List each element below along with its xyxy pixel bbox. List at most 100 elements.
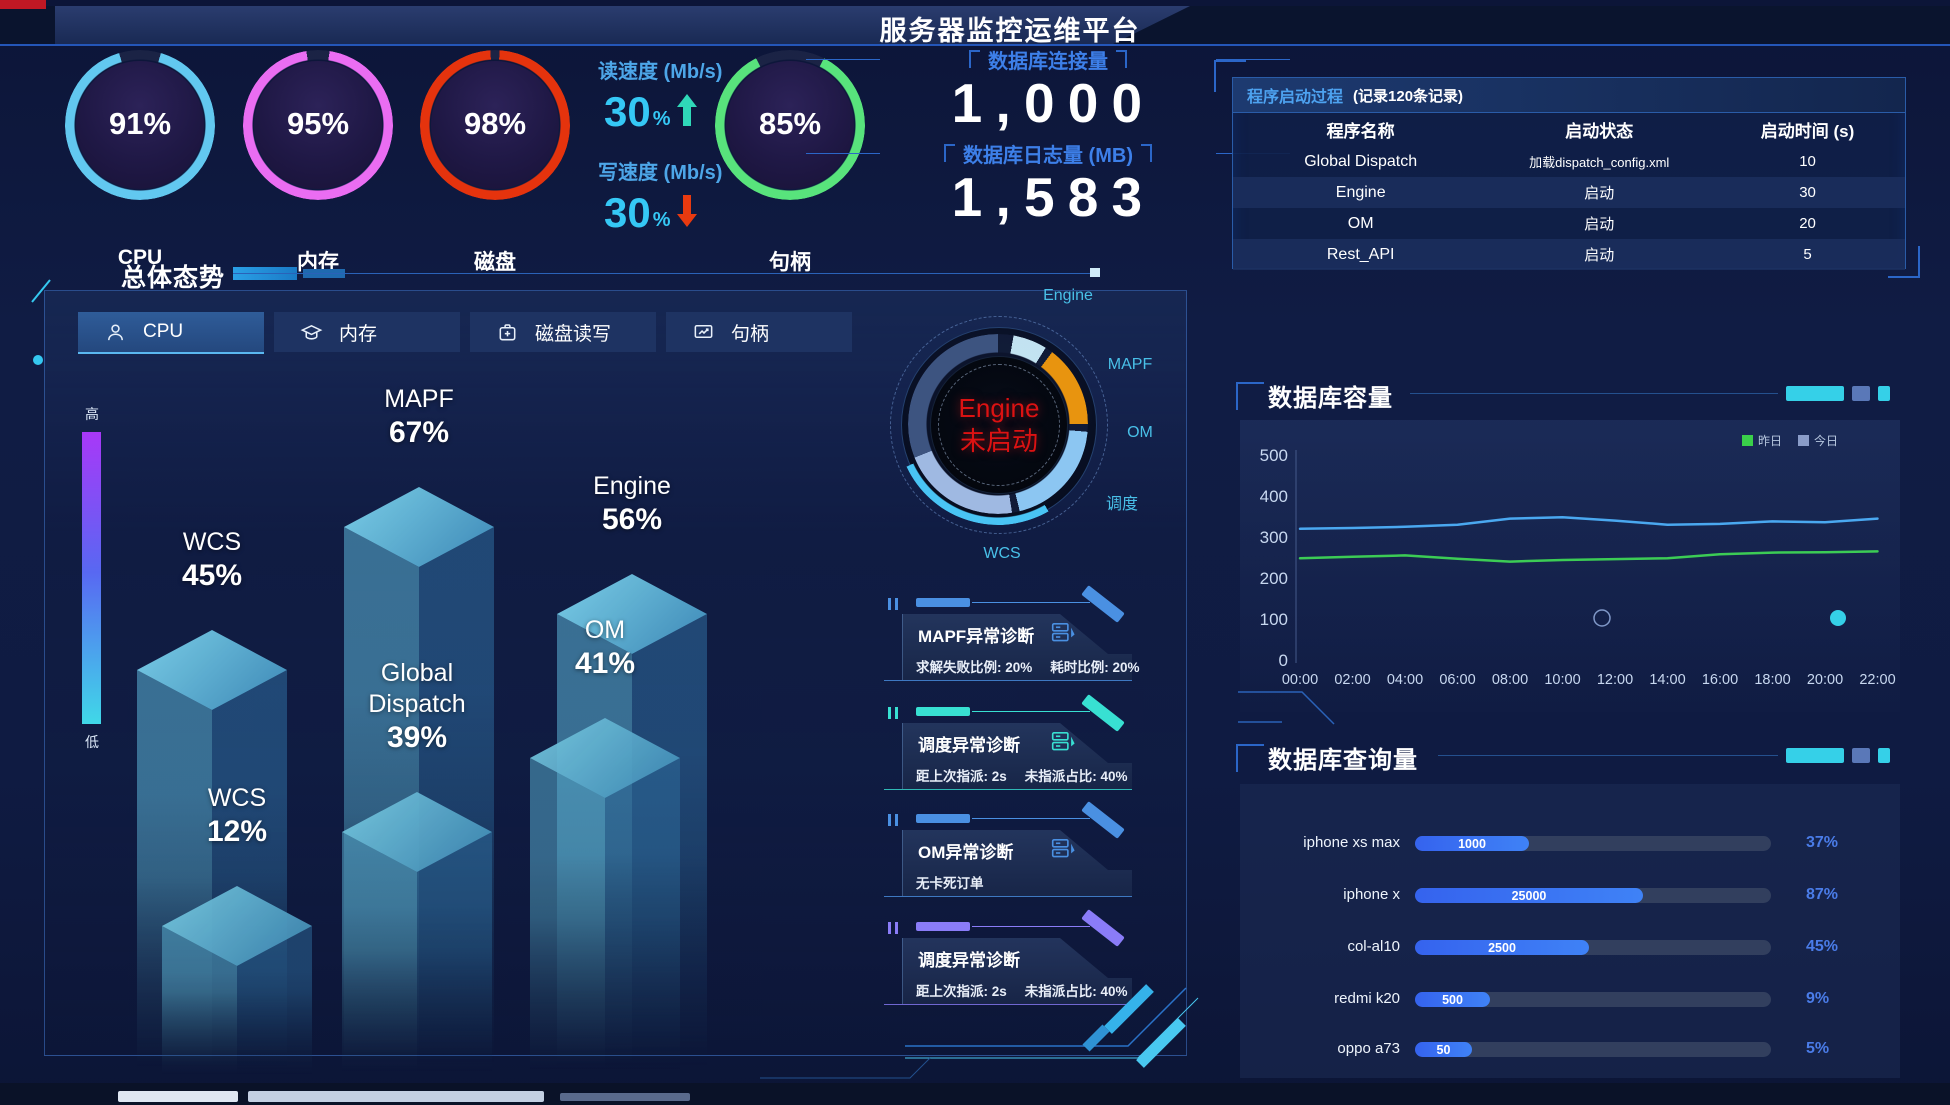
decor-ticks: [888, 814, 898, 826]
diagnostic-stat: 距上次指派: 2s: [916, 769, 1007, 784]
svg-text:0: 0: [1279, 651, 1288, 670]
startup-status-cell: 启动: [1584, 216, 1615, 233]
tab-CPU[interactable]: CPU: [78, 312, 264, 352]
header-corner-accent: [0, 0, 46, 9]
startup-process-panel: 程序启动过程 (记录120条记录) 程序名称 启动状态 启动时间 (s) Global…: [1232, 77, 1906, 270]
decor-line: [1216, 59, 1290, 60]
bracket-right-icon: [1116, 50, 1127, 68]
db-log-value: 1,583: [951, 166, 1156, 228]
tab-磁盘读写[interactable]: 磁盘读写: [470, 312, 656, 352]
svg-text:10:00: 10:00: [1544, 672, 1580, 688]
diagnostic-stats: 距上次指派: 2s 未指派占比: 40%: [916, 980, 1128, 1000]
gauge-inner-disc: [726, 61, 854, 189]
decor-pill: [1878, 386, 1890, 401]
legend-item-今日[interactable]: 今日: [1798, 432, 1838, 449]
svg-text:14:00: 14:00: [1649, 672, 1685, 688]
ring-label-WCS: WCS: [983, 545, 1021, 562]
decor-tick: [888, 598, 891, 610]
db-capacity-chart-bg: [1240, 420, 1900, 712]
write-speed-value: 30: [604, 189, 651, 236]
bar-category-label: Engine: [593, 472, 671, 500]
diagnostic-stats: 求解失败比例: 20% 耗时比例: 20%: [916, 656, 1140, 676]
query-bar-value: 25000: [1511, 888, 1547, 903]
program-name-cell: Global Dispatch: [1304, 152, 1418, 170]
page-title: 服务器监控运维平台: [879, 16, 1141, 46]
decor-bottom-line: [884, 680, 1132, 681]
legend-label: 今日: [1814, 434, 1839, 448]
gauge-inner-disc: [431, 61, 559, 189]
db-connections-label: 数据库连接量: [988, 50, 1108, 73]
query-bar-track: 25000: [1415, 888, 1771, 903]
query-percent-label: 9%: [1806, 990, 1830, 1007]
read-speed-label: 读速度 (Mb/s): [598, 61, 723, 83]
server-icon: [1051, 731, 1075, 751]
tab-内存[interactable]: 内存: [274, 312, 460, 352]
bracket-right-icon: [1140, 144, 1152, 162]
db-query-panel-bg: [1240, 784, 1900, 1078]
decor-pill: [1852, 748, 1870, 763]
startup-time-cell: 20: [1799, 215, 1816, 232]
svg-text:04:00: 04:00: [1387, 672, 1423, 688]
diagnostic-title: 调度异常诊断: [918, 736, 1020, 755]
diagnostic-title: MAPF异常诊断: [918, 627, 1035, 646]
db-capacity-line-chart: 0 100 200 300 400 500 00:00 02:00 04:00 06:00 08:0…: [1260, 446, 1896, 688]
bar-value-label: 41%: [574, 647, 636, 680]
bracket-left-icon: [969, 50, 980, 68]
diagnostic-stat: 无卡死订单: [916, 876, 984, 891]
diagnostic-title: OM异常诊断: [918, 843, 1014, 862]
tab-句柄[interactable]: 句柄: [666, 312, 852, 352]
read-speed-value: 30: [604, 88, 651, 135]
decor-line: [972, 602, 1090, 603]
column-header: 启动状态: [1565, 122, 1634, 141]
bar-value-label: 39%: [386, 721, 448, 754]
query-percent-label: 87%: [1806, 886, 1839, 903]
diagnostic-stat: 未指派占比: 40%: [1024, 769, 1128, 784]
gauge-value: 85%: [758, 106, 822, 141]
disk-icon: [499, 323, 516, 340]
column-header: 程序名称: [1326, 122, 1395, 141]
cap-icon: [300, 324, 323, 340]
gauge-value: 98%: [463, 106, 527, 141]
bar-label-Global-Dispatch: Global Dispatch 39%: [307, 654, 527, 756]
bar-label-WCS: WCS 12%: [127, 779, 347, 850]
gauge-label: 磁盘: [474, 251, 516, 274]
legend-swatch: [1798, 435, 1810, 446]
legend-swatch: [1742, 435, 1753, 446]
decor-pill: [1786, 748, 1844, 763]
arrow-up-icon: [676, 94, 697, 126]
legend-item-昨日[interactable]: 昨日: [1742, 432, 1782, 449]
title-decoration-endcap: [1090, 268, 1100, 277]
query-bar-track: 2500: [1415, 940, 1771, 955]
scale-gradient-bar: [82, 432, 101, 724]
diagnostic-stat: 未指派占比: 40%: [1024, 984, 1128, 999]
gauge-inner-disc: [254, 61, 382, 189]
server-icon: [1051, 838, 1075, 858]
query-device-label: oppo a73: [1337, 1040, 1400, 1057]
status-ring-inner-dashed: [938, 364, 1060, 486]
bar-category-label: WCS: [207, 784, 267, 812]
legend-label: 昨日: [1758, 434, 1783, 448]
diagnostic-stat: 求解失败比例: 20%: [916, 660, 1033, 675]
program-name-cell: OM: [1347, 214, 1374, 232]
gauge-磁盘: 98% 磁盘: [420, 50, 570, 280]
decor-bottom-line: [884, 789, 1132, 790]
svg-text:02:00: 02:00: [1334, 672, 1370, 688]
gauge-内存: 95% 内存: [243, 50, 393, 280]
bracket-left-icon: [944, 144, 955, 162]
bar-category-label: WCS: [182, 528, 242, 556]
bar-label-MAPF: MAPF 67%: [309, 380, 529, 451]
db-log-label: 数据库日志量 (MB): [963, 144, 1133, 167]
decor-line: [972, 711, 1090, 712]
read-speed-unit: %: [652, 108, 671, 130]
diagnostic-stat: 耗时比例: 20%: [1050, 660, 1140, 675]
person-icon: [108, 323, 123, 340]
program-name-cell: Rest_API: [1326, 245, 1395, 263]
diagnostic-stat: 距上次指派: 2s: [916, 984, 1007, 999]
decor-tick: [895, 814, 898, 826]
gauge-label: 句柄: [769, 251, 811, 274]
decor-ticks: [888, 598, 898, 610]
status-ring-dashed-circle: [890, 316, 1108, 534]
startup-table: 程序名称 启动状态 启动时间 (s) Global Dispatch 加载dispatc…: [1233, 113, 1905, 270]
panel-title-bracket: [1236, 382, 1264, 410]
ring-label-调度: 调度: [1105, 496, 1139, 513]
